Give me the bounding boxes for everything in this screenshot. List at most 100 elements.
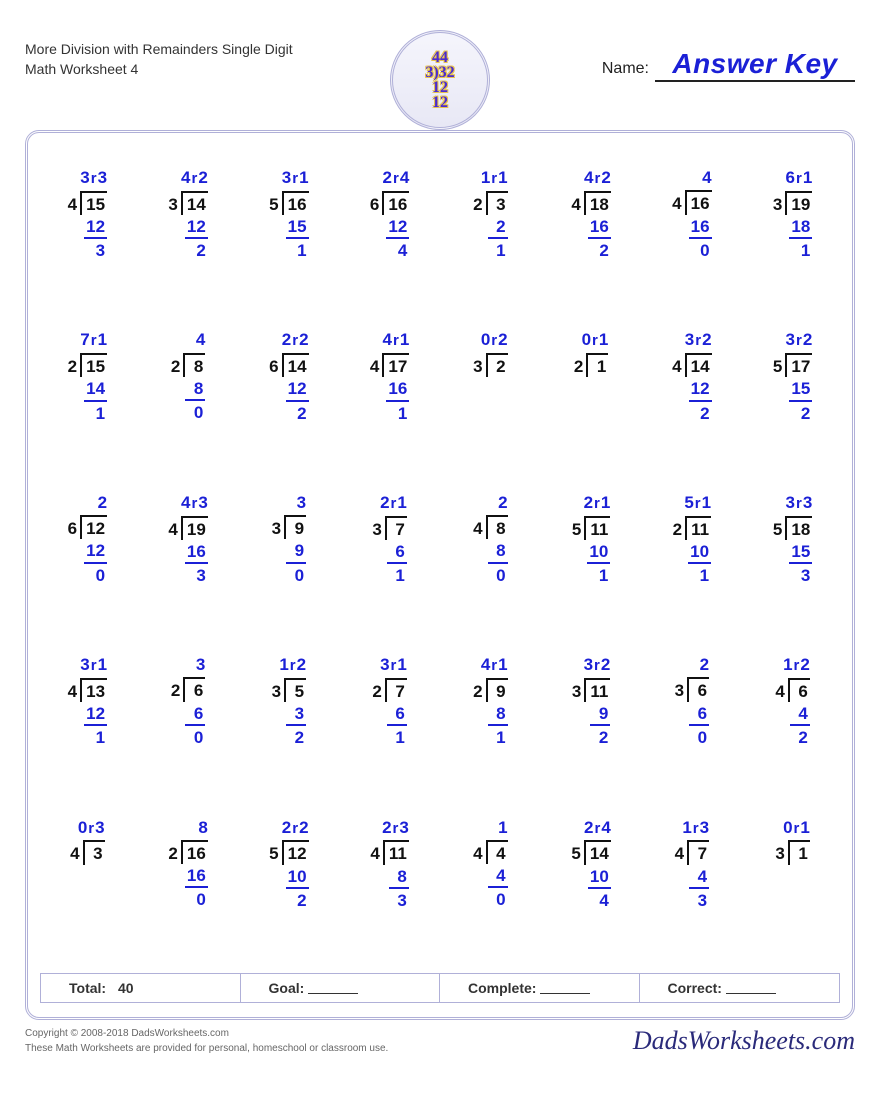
remainder-line: 0 xyxy=(272,564,306,586)
division-row: 211 xyxy=(673,516,711,540)
problem: 0r232 xyxy=(443,323,538,473)
dividend: 11 xyxy=(383,840,409,864)
divisor: 4 xyxy=(370,843,382,864)
remainder-line: 2 xyxy=(571,239,610,261)
quotient: 4r3 xyxy=(168,492,207,516)
subtrahend: 14 xyxy=(84,378,107,401)
division-row: 319 xyxy=(773,191,812,215)
divisor: 3 xyxy=(473,356,485,377)
score-total: Total: 40 xyxy=(41,974,241,1002)
dividend: 17 xyxy=(785,353,812,377)
division-row: 48 xyxy=(473,515,507,539)
problem: 42880 xyxy=(141,323,236,473)
quotient: 0r2 xyxy=(473,329,507,353)
remainder-line: 4 xyxy=(571,889,610,911)
dividend: 8 xyxy=(183,353,205,377)
dividend: 3 xyxy=(83,840,105,864)
subtrahend: 10 xyxy=(688,541,711,564)
quotient: 3r2 xyxy=(672,329,711,353)
division-row: 416 xyxy=(672,190,711,214)
footer-text: Copyright © 2008-2018 DadsWorksheets.com… xyxy=(25,1026,388,1056)
division-row: 413 xyxy=(68,678,107,702)
division-row: 419 xyxy=(168,516,207,540)
footer-site: DadsWorksheets.com xyxy=(633,1026,855,1056)
dividend: 16 xyxy=(685,190,712,214)
subtrahend: 4 xyxy=(689,866,709,889)
quotient: 0r1 xyxy=(775,817,809,841)
name-label: Name: xyxy=(602,60,649,78)
problem: 5r1211101 xyxy=(645,486,740,636)
subtrahend: 9 xyxy=(590,703,610,726)
subtrahend: 15 xyxy=(789,541,812,564)
dividend: 17 xyxy=(382,353,409,377)
score-correct: Correct: xyxy=(640,974,840,1002)
subtrahend: 8 xyxy=(488,540,508,563)
quotient: 8 xyxy=(168,817,207,840)
quotient: 4 xyxy=(171,329,205,352)
quotient: 2r3 xyxy=(370,817,408,841)
dividend: 12 xyxy=(282,840,309,864)
dividend: 11 xyxy=(584,516,610,540)
problem: 2r1511101 xyxy=(544,486,639,636)
problem: 23660 xyxy=(645,648,740,798)
quotient: 6r1 xyxy=(773,167,812,191)
divisor: 2 xyxy=(168,843,180,864)
division-row: 27 xyxy=(372,678,406,702)
division-row: 39 xyxy=(272,515,306,539)
subtrahend: 8 xyxy=(185,378,205,401)
divisor: 3 xyxy=(168,194,180,215)
division-row: 43 xyxy=(70,840,104,864)
dividend: 14 xyxy=(282,353,309,377)
problem: 3r2414122 xyxy=(645,323,740,473)
problem: 0r131 xyxy=(745,811,840,961)
subtrahend: 3 xyxy=(286,703,306,726)
problem: 3r12761 xyxy=(342,648,437,798)
answer-key-text: Answer Key xyxy=(672,48,837,79)
quotient: 2 xyxy=(473,492,507,515)
problem: 1r34743 xyxy=(645,811,740,961)
divisor: 5 xyxy=(269,194,281,215)
division-row: 517 xyxy=(773,353,812,377)
problem: 2r4514104 xyxy=(544,811,639,961)
divisor: 4 xyxy=(775,681,787,702)
remainder-line: 1 xyxy=(773,239,812,261)
subtrahend: 15 xyxy=(286,216,309,239)
division-row: 415 xyxy=(68,191,107,215)
problem: 2612120 xyxy=(40,486,135,636)
subtrahend: 18 xyxy=(789,216,812,239)
dividend: 7 xyxy=(385,678,407,702)
dividend: 11 xyxy=(584,678,610,702)
divisor: 3 xyxy=(675,680,687,701)
dividend: 6 xyxy=(687,677,709,701)
remainder-line: 0 xyxy=(168,888,207,910)
dividend: 12 xyxy=(80,515,107,539)
quotient: 2r1 xyxy=(572,492,610,516)
remainder-line: 0 xyxy=(675,726,709,748)
remainder-line: 2 xyxy=(572,726,610,748)
dividend: 6 xyxy=(788,678,810,702)
problem: 1r23532 xyxy=(242,648,337,798)
remainder-line: 3 xyxy=(68,239,107,261)
division-row: 44 xyxy=(473,840,507,864)
quotient: 3r3 xyxy=(68,167,107,191)
division-row: 31 xyxy=(775,840,809,864)
problem: 32660 xyxy=(141,648,236,798)
problem: 24880 xyxy=(443,486,538,636)
problem: 2r2512102 xyxy=(242,811,337,961)
divisor: 2 xyxy=(473,681,485,702)
quotient: 3r2 xyxy=(572,654,610,678)
remainder-line: 3 xyxy=(370,889,408,911)
remainder-line: 1 xyxy=(473,726,507,748)
problem: 6r1319181 xyxy=(745,161,840,311)
logo-text: 44 3)32 12 12 xyxy=(425,50,454,111)
division-row: 47 xyxy=(675,840,709,864)
divisor: 3 xyxy=(372,519,384,540)
subtrahend: 6 xyxy=(185,703,205,726)
dividend: 8 xyxy=(486,515,508,539)
division-row: 614 xyxy=(269,353,308,377)
quotient: 1r3 xyxy=(675,817,709,841)
quotient: 2r4 xyxy=(571,817,610,841)
subtrahend: 12 xyxy=(185,216,208,239)
subtrahend: 16 xyxy=(689,216,712,239)
dividend: 1 xyxy=(586,353,608,377)
